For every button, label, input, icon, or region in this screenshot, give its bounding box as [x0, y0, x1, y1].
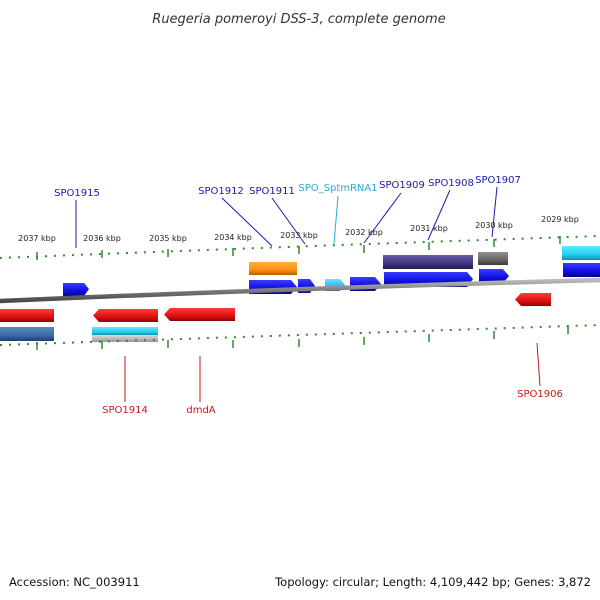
tick-label: 2029 kbp	[541, 215, 579, 224]
tick-label: 2031 kbp	[410, 224, 448, 233]
gene-spo1915[interactable]	[63, 283, 89, 296]
tick-label: 2030 kbp	[475, 221, 513, 230]
tick-label: 2035 kbp	[149, 234, 187, 243]
gene-spo1907[interactable]	[479, 269, 509, 283]
callout-line-spo1908	[427, 189, 451, 241]
top-gene-labels: SPO1915 SPO1912 SPO1911 SPO_SptmRNA1 SPO…	[54, 175, 521, 199]
genome-backbone	[0, 277, 600, 304]
callout-line-spo1906	[536, 342, 541, 387]
gene-spo1906[interactable]	[515, 293, 551, 306]
callout-line-spo1911	[271, 197, 306, 245]
bottom-gene-labels: SPO1914 dmdA SPO1906	[102, 389, 563, 416]
tick-label: 2037 kbp	[18, 234, 56, 243]
tick-label: 2036 kbp	[83, 234, 121, 243]
outer-tick-scale	[0, 235, 600, 260]
tick-label: 2032 kbp	[345, 228, 383, 237]
label-dmda[interactable]: dmdA	[186, 405, 215, 416]
map-title: Ruegeria pomeroyi DSS-3, complete genome	[152, 12, 445, 27]
label-spo1914[interactable]: SPO1914	[102, 405, 148, 416]
gene-forward-edge[interactable]	[563, 263, 600, 277]
label-spo1908[interactable]: SPO1908	[428, 178, 474, 189]
label-spo1915[interactable]: SPO1915	[54, 188, 100, 199]
callout-line-spo1907	[491, 186, 498, 238]
label-spo1909[interactable]: SPO1909	[379, 180, 425, 191]
tick-label: 2034 kbp	[214, 233, 252, 242]
label-spo1911[interactable]: SPO1911	[249, 186, 295, 197]
label-spo-sptmrna1[interactable]: SPO_SptmRNA1	[298, 183, 377, 194]
outer-feature-ring	[249, 246, 600, 275]
gene-dmda[interactable]	[164, 308, 235, 321]
forward-strand-genes	[63, 263, 600, 296]
inner-tick-scale	[0, 324, 600, 350]
label-spo1912[interactable]: SPO1912	[198, 186, 244, 197]
reverse-strand-genes	[0, 293, 551, 322]
feature-block[interactable]	[383, 255, 473, 269]
feature-block[interactable]	[92, 335, 158, 342]
feature-block[interactable]	[478, 252, 508, 265]
feature-block[interactable]	[562, 246, 600, 260]
inner-feature-ring	[0, 327, 158, 342]
callout-lines	[75, 186, 541, 402]
feature-block[interactable]	[0, 327, 54, 341]
accession-text: Accession: NC_003911	[9, 575, 140, 589]
genome-summary-text: Topology: circular; Length: 4,109,442 bp…	[274, 575, 591, 589]
callout-line-spo-sptmrna1	[333, 195, 339, 245]
callout-line-spo1912	[221, 197, 273, 247]
feature-block[interactable]	[249, 262, 297, 275]
label-spo1906[interactable]: SPO1906	[517, 389, 563, 400]
feature-block[interactable]	[92, 327, 158, 335]
gene-spo1914[interactable]	[93, 309, 158, 322]
gene-reverse-edge[interactable]	[0, 309, 54, 322]
label-spo1907[interactable]: SPO1907	[475, 175, 521, 186]
inner-dotted-scale	[0, 324, 600, 346]
callout-line-spo1909	[363, 192, 402, 244]
